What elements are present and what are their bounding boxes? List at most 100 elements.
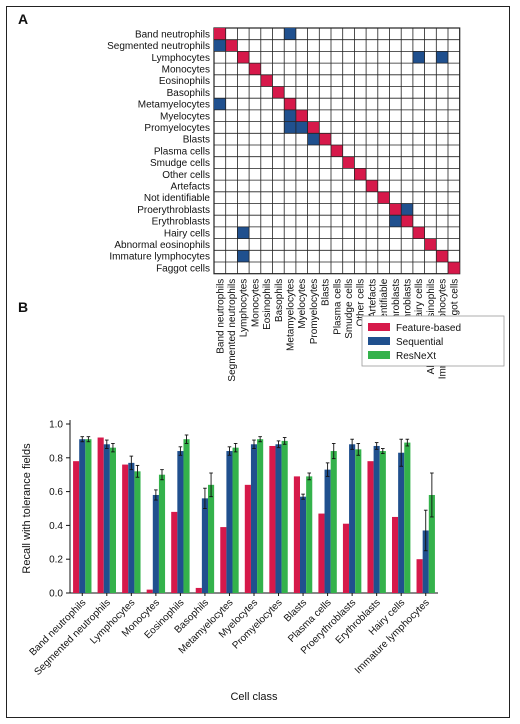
bar-sequential-segmented-neutrophils — [103, 444, 110, 593]
heatmap-row-label-band-neutrophils: Band neutrophils — [135, 29, 210, 40]
heatmap-cell-diagonal — [295, 109, 308, 122]
heatmap-row-label-blasts: Blasts — [183, 135, 210, 146]
heatmap-col-label-other-cells: Other cells — [356, 279, 367, 327]
heatmap-row-label-abnormal-eosinophils: Abnormal eosinophils — [114, 240, 210, 251]
heatmap-row-label-lymphocytes: Lymphocytes — [151, 53, 210, 64]
heatmap-cell-diagonal — [225, 39, 238, 52]
bar-resnext-band-neutrophils — [85, 439, 92, 593]
heatmap-cell-diagonal — [377, 191, 390, 204]
heatmap-cell-confusion — [389, 215, 402, 227]
bar-resnext-erythroblasts — [379, 451, 386, 593]
heatmap-cell-diagonal — [319, 133, 331, 145]
y-tick-label: 1.0 — [49, 420, 63, 431]
bar-sequential-metamyelocytes — [226, 451, 233, 593]
bar-feature-based-metamyelocytes — [220, 527, 227, 593]
legend-label-resnext: ResNeXt — [396, 351, 436, 362]
heatmap-row-label-myelocytes: Myelocytes — [160, 111, 210, 122]
bar-sequential-erythroblasts — [373, 445, 380, 593]
heatmap-col-label-lymphocytes: Lymphocytes — [239, 279, 250, 338]
heatmap-row-label-smudge-cells: Smudge cells — [150, 158, 210, 169]
heatmap-col-label-myelocytes: Myelocytes — [297, 279, 308, 329]
bar-chart-panel: 0.0 0.2 0.4 0.6 0.8 1.0 Recall with tolerance … — [21, 315, 505, 703]
heatmap-col-label-eosinophils: Eosinophils — [262, 279, 273, 330]
y-tick-label: 0.0 — [49, 589, 63, 600]
heatmap-row-label-plasma-cells: Plasma cells — [154, 146, 210, 157]
bar-resnext-segmented-neutrophils — [109, 447, 116, 593]
bar-resnext-monocytes — [158, 474, 166, 593]
heatmap-cell-diagonal — [331, 145, 343, 157]
bar-feature-based-promyelocytes — [269, 445, 276, 593]
heatmap-row-label-hairy-cells: Hairy cells — [164, 228, 210, 239]
heatmap-col-label-not-identifiable: Not identifiable — [379, 278, 390, 345]
heatmap-row-label-artefacts: Artefacts — [171, 181, 210, 192]
heatmap-cell-diagonal — [272, 86, 285, 99]
panel-b-label: B — [18, 299, 28, 315]
bar-sequential-lymphocytes — [128, 462, 135, 593]
bar-resnext-hairy-cells — [404, 442, 411, 593]
heatmap-cell-diagonal — [389, 203, 402, 216]
heatmap-col-label-band-neutrophils: Band neutrophils — [215, 279, 226, 354]
heatmap-cell-diagonal — [436, 250, 448, 262]
legend-label-feature-based: Feature-based — [396, 323, 461, 334]
heatmap-col-label-smudge-cells: Smudge cells — [344, 279, 355, 339]
bar-sequential-blasts — [300, 496, 307, 593]
heatmap-cell-confusion — [436, 51, 448, 64]
legend-swatch-feature-based — [368, 323, 390, 331]
bar-resnext-metamyelocytes — [232, 447, 239, 593]
y-tick-label: 0.4 — [49, 521, 63, 532]
bar-feature-based-proerythroblasts — [342, 523, 350, 593]
bar-sequential-proerythroblasts — [349, 444, 356, 593]
heatmap-cell-confusion — [284, 109, 296, 122]
heatmap-row-label-segmented-neutrophils: Segmented neutrophils — [107, 41, 210, 52]
bar-resnext-proerythroblasts — [355, 449, 362, 593]
heatmap-cell-diagonal — [307, 121, 320, 134]
heatmap-row-label-promyelocytes: Promyelocytes — [144, 123, 210, 134]
heatmap-cell-diagonal — [284, 98, 296, 110]
heatmap-cell-confusion — [284, 28, 296, 40]
bar-feature-based-myelocytes — [244, 484, 251, 593]
bar-feature-based-blasts — [293, 476, 300, 593]
heatmap-cell-diagonal — [412, 226, 425, 239]
panel-a-label: A — [18, 11, 28, 27]
heatmap-col-label-plasma-cells: Plasma cells — [332, 279, 343, 335]
bar-sequential-immature-lymphocytes — [422, 530, 429, 593]
heatmap-cell-diagonal — [260, 74, 273, 87]
legend-label-sequential: Sequential — [396, 337, 443, 348]
heatmap-row-label-faggot-cells: Faggot cells — [156, 263, 210, 274]
y-tick-label: 0.8 — [49, 453, 63, 464]
heatmap-row-label-not-identifiable: Not identifiable — [144, 193, 211, 204]
heatmap-col-label-monocytes: Monocytes — [250, 279, 261, 327]
heatmap-cell-confusion — [214, 39, 226, 52]
heatmap-col-label-proerythroblasts: Proerythroblasts — [391, 279, 402, 352]
heatmap-cell-confusion — [214, 98, 226, 110]
heatmap-cell-diagonal — [342, 156, 355, 169]
bar-resnext-blasts — [306, 476, 313, 593]
legend: Feature-based Sequential ResNeXt — [361, 315, 505, 367]
heatmap-row-label-basophils: Basophils — [167, 88, 210, 99]
heatmap-cell-confusion — [237, 226, 250, 239]
bar-resnext-myelocytes — [257, 439, 264, 593]
heatmap-row-label-erythroblasts: Erythroblasts — [152, 217, 210, 228]
figure-frame — [6, 6, 510, 718]
heatmap-cell-diagonal — [214, 28, 226, 40]
heatmap-cell-diagonal — [249, 63, 261, 75]
heatmap-row-label-proerythroblasts: Proerythroblasts — [137, 205, 210, 216]
heatmap-col-label-hairy-cells: Hairy cells — [414, 279, 425, 325]
heatmap-cell-diagonal — [401, 215, 413, 227]
heatmap-cell-diagonal — [424, 238, 437, 251]
bar-feature-based-basophils — [195, 587, 202, 593]
bar-sequential-promyelocytes — [275, 444, 282, 593]
heatmap-col-label-basophils: Basophils — [274, 279, 285, 322]
bar-sequential-eosinophils — [177, 451, 184, 593]
bar-resnext-promyelocytes — [281, 440, 288, 593]
bar-feature-based-hairy-cells — [392, 516, 399, 593]
heatmap-col-label-promyelocytes: Promyelocytes — [309, 279, 320, 345]
heatmap-col-label-blasts: Blasts — [321, 279, 332, 306]
bar-resnext-lymphocytes — [134, 471, 141, 593]
legend-swatch-resnext — [368, 351, 390, 359]
bar-feature-based-monocytes — [146, 589, 153, 593]
heatmap-cell-confusion — [284, 121, 296, 134]
heatmap-cell-confusion — [237, 250, 250, 262]
y-tick-label: 0.6 — [49, 487, 63, 498]
